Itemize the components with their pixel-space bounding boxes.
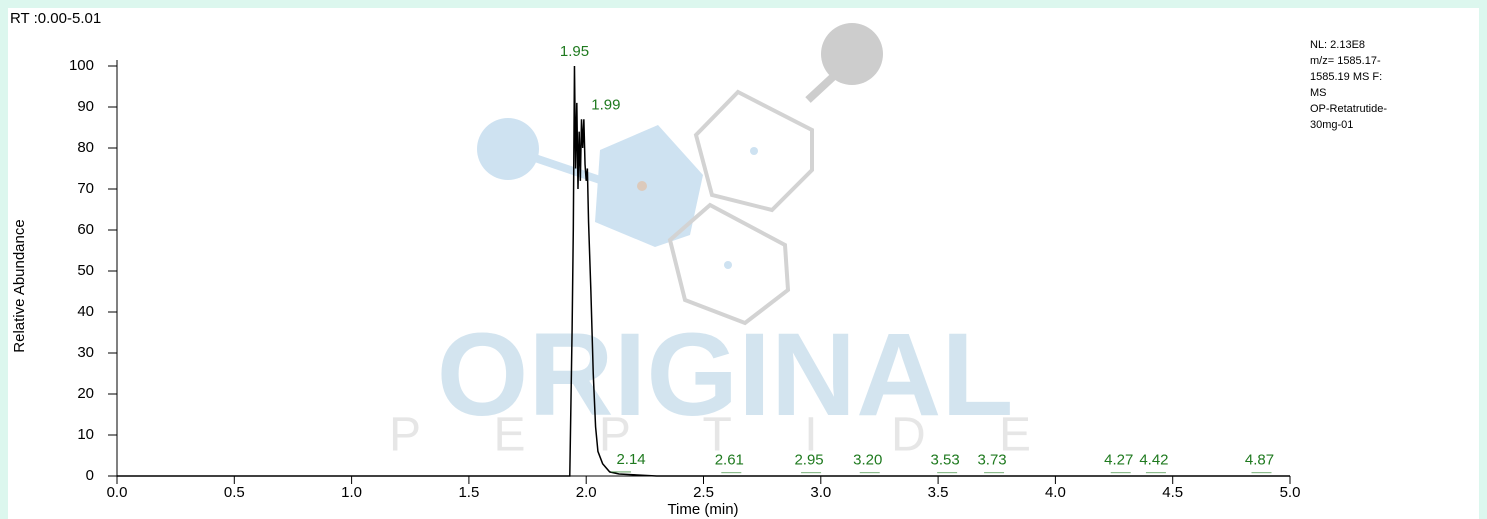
y-tick-label: 40 bbox=[77, 303, 94, 320]
watermark-hexagon bbox=[595, 125, 703, 247]
peak-label: 1.99 bbox=[591, 96, 620, 113]
peak-label: 4.42 bbox=[1139, 452, 1168, 469]
x-tick-label: 5.0 bbox=[1280, 484, 1301, 501]
watermark-subtext: P E P T I D E bbox=[389, 409, 1061, 462]
info-line: MS bbox=[1310, 87, 1327, 99]
x-tick-label: 3.5 bbox=[928, 484, 949, 501]
watermark-bond bbox=[533, 154, 602, 184]
watermark-bond bbox=[805, 72, 838, 103]
watermark: ORIGINAL P E P T I D E bbox=[389, 23, 1061, 462]
info-line: NL: 2.13E8 bbox=[1310, 39, 1365, 51]
info-line: 30mg-01 bbox=[1310, 119, 1353, 131]
y-tick-label: 100 bbox=[69, 57, 94, 74]
x-tick-label: 1.0 bbox=[341, 484, 362, 501]
peak-label: 4.27 bbox=[1104, 452, 1133, 469]
peak-label: 2.61 bbox=[715, 452, 744, 469]
watermark-text: ORIGINAL bbox=[437, 309, 1014, 441]
x-tick-label: 0.5 bbox=[224, 484, 245, 501]
peak-label: 2.95 bbox=[794, 452, 823, 469]
x-tick-label: 3.0 bbox=[810, 484, 831, 501]
watermark-hexagon bbox=[693, 89, 814, 213]
chromatogram-line bbox=[117, 65, 1290, 477]
watermark-dot bbox=[750, 147, 758, 155]
y-axis-label: Relative Abundance bbox=[11, 219, 28, 352]
x-tick-label: 4.5 bbox=[1162, 484, 1183, 501]
x-tick-label: 1.5 bbox=[458, 484, 479, 501]
x-tick-label: 2.0 bbox=[576, 484, 597, 501]
peak-label: 3.73 bbox=[977, 452, 1006, 469]
y-tick-label: 50 bbox=[77, 262, 94, 279]
info-line: OP-Retatrutide- bbox=[1310, 103, 1387, 115]
y-tick-label: 80 bbox=[77, 139, 94, 156]
y-tick-label: 20 bbox=[77, 385, 94, 402]
y-tick-label: 60 bbox=[77, 221, 94, 238]
peak-label: 4.87 bbox=[1245, 452, 1274, 469]
x-tick-label: 0.0 bbox=[107, 484, 128, 501]
y-tick-label: 10 bbox=[77, 426, 94, 443]
y-tick-label: 70 bbox=[77, 180, 94, 197]
watermark-dot bbox=[724, 261, 732, 269]
x-tick-label: 2.5 bbox=[693, 484, 714, 501]
y-tick-label: 30 bbox=[77, 344, 94, 361]
info-line: m/z= 1585.17- bbox=[1310, 55, 1381, 67]
info-line: 1585.19 MS F: bbox=[1310, 71, 1382, 83]
watermark-atom bbox=[477, 118, 539, 180]
y-tick-label: 0 bbox=[86, 467, 94, 484]
x-tick-label: 4.0 bbox=[1045, 484, 1066, 501]
peak-label: 3.20 bbox=[853, 452, 882, 469]
peak-label: 2.14 bbox=[616, 451, 645, 468]
x-axis-label: Time (min) bbox=[667, 501, 738, 518]
peak-label: 1.95 bbox=[560, 43, 589, 60]
y-tick-label: 90 bbox=[77, 98, 94, 115]
watermark-atom bbox=[821, 23, 883, 85]
watermark-dot bbox=[637, 181, 647, 191]
watermark-hexagon bbox=[667, 202, 791, 326]
peak-label: 3.53 bbox=[931, 452, 960, 469]
range-header: RT :0.00-5.01 bbox=[10, 10, 101, 27]
